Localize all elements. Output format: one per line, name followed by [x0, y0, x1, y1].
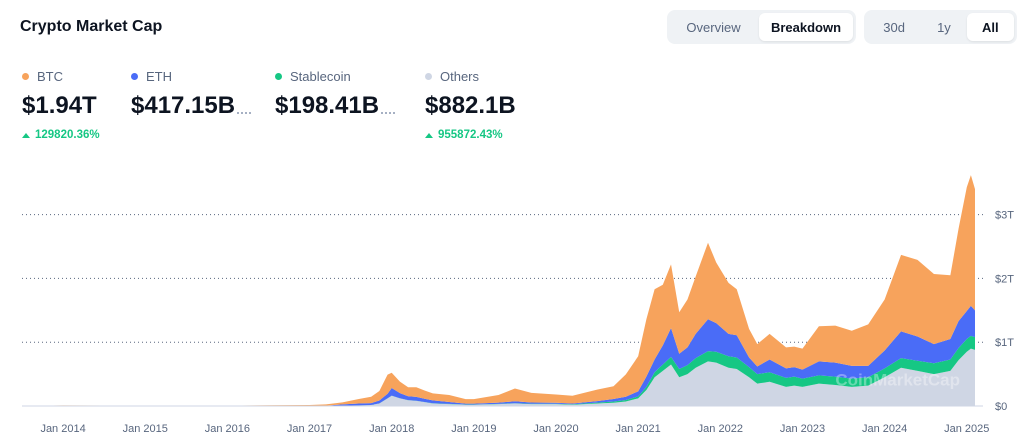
- dash-icon: [237, 112, 252, 114]
- stablecoin-dot-icon: [275, 72, 282, 80]
- view-toggle: Overview Breakdown: [667, 10, 856, 44]
- watermark: CoinMarketCap: [835, 371, 960, 390]
- x-tick-label: Jan 2024: [862, 423, 907, 435]
- legend-btc[interactable]: BTC $1.94T 129820.36%: [22, 68, 100, 142]
- x-tick-label: Jan 2014: [40, 423, 85, 435]
- others-change: 955872.43%: [438, 129, 503, 141]
- btc-change: 129820.36%: [35, 129, 100, 141]
- x-tick-label: Jan 2018: [369, 423, 414, 435]
- legend-label: Stablecoin: [290, 68, 351, 84]
- up-arrow-icon: [22, 132, 30, 138]
- tab-breakdown[interactable]: Breakdown: [759, 13, 853, 41]
- range-all[interactable]: All: [966, 13, 1014, 41]
- legend-stablecoin[interactable]: Stablecoin $198.41B: [275, 68, 396, 120]
- up-arrow-icon: [425, 132, 433, 138]
- y-tick-label: $3T: [995, 210, 1014, 222]
- legend-label: BTC: [37, 68, 63, 84]
- x-tick-label: Jan 2016: [205, 423, 250, 435]
- eth-value: $417.15B: [131, 92, 236, 119]
- others-dot-icon: [425, 72, 432, 80]
- y-tick-label: $2T: [995, 273, 1014, 285]
- y-tick-label: $0: [995, 401, 1007, 413]
- others-value: $882.1B: [425, 92, 516, 119]
- legend-label: ETH: [146, 68, 172, 84]
- legend-eth[interactable]: ETH $417.15B: [131, 68, 252, 120]
- x-tick-label: Jan 2020: [533, 423, 578, 435]
- x-tick-label: Jan 2022: [698, 423, 743, 435]
- page-title: Crypto Market Cap: [20, 18, 163, 35]
- x-tick-label: Jan 2021: [616, 423, 661, 435]
- x-tick-label: Jan 2025: [944, 423, 989, 435]
- y-tick-label: $1T: [995, 337, 1014, 349]
- btc-value: $1.94T: [22, 92, 97, 119]
- legend-others[interactable]: Others $882.1B 955872.43%: [425, 68, 516, 142]
- x-tick-label: Jan 2015: [123, 423, 168, 435]
- market-cap-chart[interactable]: CoinMarketCap $0 $1T $2T $3T Jan 2014 Jan 2015…: [0, 150, 1024, 447]
- eth-dot-icon: [131, 72, 138, 80]
- btc-dot-icon: [22, 72, 29, 80]
- area-others[interactable]: [22, 348, 975, 406]
- range-30d[interactable]: 30d: [883, 19, 905, 35]
- range-1y[interactable]: 1y: [937, 19, 951, 35]
- x-tick-label: Jan 2023: [780, 423, 825, 435]
- tab-overview[interactable]: Overview: [686, 19, 741, 35]
- range-toggle: 30d 1y All: [864, 10, 1017, 44]
- x-tick-label: Jan 2017: [287, 423, 332, 435]
- x-tick-label: Jan 2019: [451, 423, 496, 435]
- stablecoin-value: $198.41B: [275, 92, 380, 119]
- legend-label: Others: [440, 68, 480, 84]
- dash-icon: [381, 112, 396, 114]
